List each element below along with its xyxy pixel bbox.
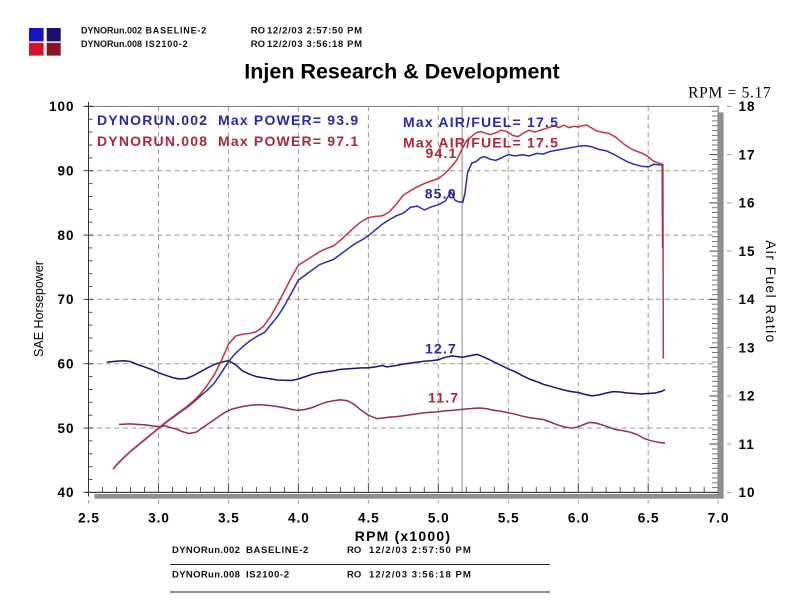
svg-text:5.5: 5.5: [498, 511, 520, 526]
svg-text:RO: RO: [347, 545, 361, 556]
svg-text:RPM = 5.17: RPM = 5.17: [688, 85, 771, 102]
svg-text:IS2100-2: IS2100-2: [246, 569, 290, 580]
svg-text:BASELINE-2: BASELINE-2: [246, 545, 309, 556]
svg-text:12/2/03 3:56:18 PM: 12/2/03 3:56:18 PM: [369, 569, 472, 580]
svg-text:SAE Horsepower: SAE Horsepower: [32, 261, 46, 357]
svg-text:6.0: 6.0: [568, 511, 590, 526]
svg-text:6.5: 6.5: [638, 511, 660, 526]
svg-text:BASELINE-2: BASELINE-2: [146, 25, 208, 35]
svg-text:14: 14: [739, 292, 756, 307]
svg-text:60: 60: [57, 357, 74, 372]
svg-text:RO: RO: [347, 569, 361, 580]
svg-text:2.5: 2.5: [78, 511, 100, 526]
svg-text:Max POWER= 93.9: Max POWER= 93.9: [218, 112, 359, 128]
svg-text:12.7: 12.7: [425, 341, 457, 357]
svg-text:40: 40: [57, 485, 74, 500]
svg-text:16: 16: [739, 196, 756, 211]
svg-text:Max POWER= 97.1: Max POWER= 97.1: [218, 133, 359, 149]
svg-text:RO: RO: [251, 39, 265, 50]
svg-text:50: 50: [57, 421, 74, 436]
svg-text:DYNORUN.008: DYNORUN.008: [97, 133, 208, 149]
svg-text:IS2100-2: IS2100-2: [146, 39, 189, 49]
svg-text:RPM (x1000): RPM (x1000): [355, 528, 451, 544]
svg-text:DYNORun.008: DYNORun.008: [81, 39, 142, 49]
svg-text:DYNORun.008: DYNORun.008: [172, 569, 240, 580]
svg-text:12/2/03 2:57:50 PM: 12/2/03 2:57:50 PM: [369, 545, 472, 556]
svg-text:Max AIR/FUEL= 17.5: Max AIR/FUEL= 17.5: [403, 114, 559, 130]
svg-text:12/2/03 2:57:50 PM: 12/2/03 2:57:50 PM: [267, 25, 363, 36]
svg-text:11.7: 11.7: [428, 390, 459, 406]
svg-text:3.5: 3.5: [218, 511, 240, 526]
svg-text:90: 90: [57, 164, 74, 179]
svg-text:5.0: 5.0: [428, 511, 450, 526]
svg-text:4.0: 4.0: [288, 511, 310, 526]
svg-text:13: 13: [739, 340, 756, 355]
svg-text:12/2/03 3:56:18 PM: 12/2/03 3:56:18 PM: [267, 39, 363, 50]
svg-text:7.0: 7.0: [708, 511, 730, 526]
svg-text:3.0: 3.0: [148, 511, 170, 526]
svg-text:RO: RO: [251, 25, 265, 36]
svg-text:100: 100: [49, 99, 75, 114]
svg-text:18: 18: [739, 99, 756, 114]
svg-text:4.5: 4.5: [358, 511, 380, 526]
svg-text:17: 17: [739, 147, 756, 162]
svg-text:Max AIR/FUEL= 17.5: Max AIR/FUEL= 17.5: [403, 135, 559, 151]
svg-text:DYNORUN.002: DYNORUN.002: [97, 112, 208, 128]
svg-text:80: 80: [57, 228, 74, 243]
svg-text:Injen Research & Development: Injen Research & Development: [244, 60, 559, 84]
svg-text:DYNORun.002: DYNORun.002: [81, 25, 142, 35]
svg-text:15: 15: [739, 244, 756, 259]
svg-text:DYNORun.002: DYNORun.002: [172, 545, 240, 556]
svg-text:11: 11: [739, 437, 755, 452]
svg-text:94.1: 94.1: [426, 145, 458, 161]
svg-text:85.0: 85.0: [425, 185, 457, 201]
svg-text:Air Fuel Ratio: Air Fuel Ratio: [763, 240, 778, 343]
svg-text:10: 10: [739, 485, 756, 500]
svg-text:12: 12: [739, 389, 756, 404]
svg-text:70: 70: [57, 292, 74, 307]
